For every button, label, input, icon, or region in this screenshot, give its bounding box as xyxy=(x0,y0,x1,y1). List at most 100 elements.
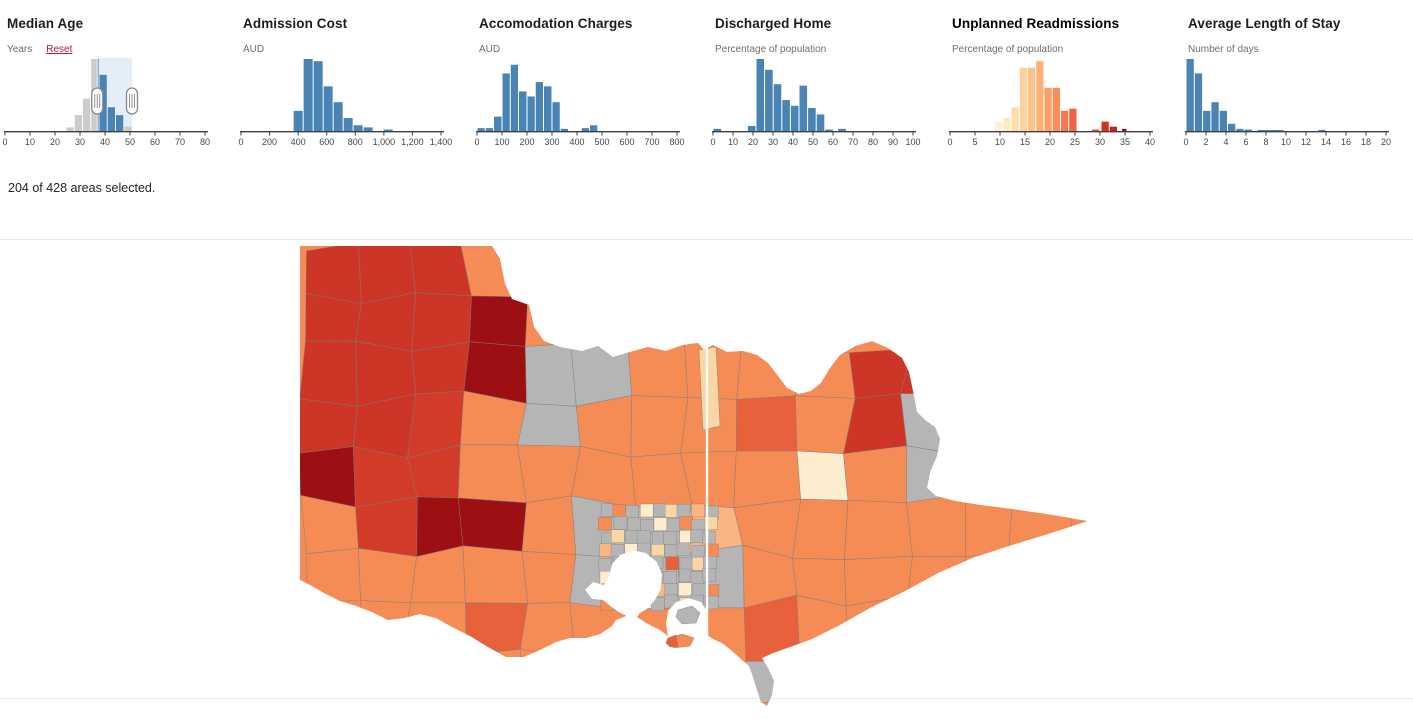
map-area[interactable] xyxy=(521,495,577,555)
map-metro-area[interactable] xyxy=(624,595,639,609)
map-metro-area[interactable] xyxy=(703,556,717,570)
map-metro-area[interactable] xyxy=(704,595,719,610)
histogram-bar[interactable] xyxy=(333,102,343,131)
map-metro-area[interactable] xyxy=(614,580,629,595)
map-metro-area[interactable] xyxy=(679,516,693,530)
map-metro-area[interactable] xyxy=(599,543,613,557)
map-area[interactable] xyxy=(525,343,577,407)
histogram-bar[interactable] xyxy=(1061,110,1069,131)
map-metro-area[interactable] xyxy=(691,545,705,559)
histogram-bar[interactable] xyxy=(1219,110,1227,131)
histogram-bar[interactable] xyxy=(1069,108,1077,131)
histogram-bar[interactable] xyxy=(1228,123,1236,131)
map-metro-area[interactable] xyxy=(600,503,615,517)
histogram-bar[interactable] xyxy=(1257,130,1284,131)
histogram-bar[interactable] xyxy=(1003,118,1011,131)
histogram-plot-average-length-of-stay[interactable]: 0 2 4 6 8 10 12 14 16 18 20 xyxy=(1181,56,1393,152)
histogram-bar[interactable] xyxy=(773,84,782,131)
map-metro-area[interactable] xyxy=(612,504,626,518)
map-metro-area[interactable] xyxy=(690,529,704,543)
map-area[interactable] xyxy=(358,240,416,304)
histogram-bar[interactable] xyxy=(83,98,91,131)
histogram-bar[interactable] xyxy=(494,116,502,131)
histogram-bar[interactable] xyxy=(1236,128,1244,131)
histogram-bar[interactable] xyxy=(1044,87,1052,131)
map-area[interactable] xyxy=(462,545,528,604)
map-metro-area[interactable] xyxy=(664,594,678,609)
map-metro-area[interactable] xyxy=(611,570,625,584)
map-area[interactable] xyxy=(517,444,581,504)
map-area[interactable] xyxy=(906,493,967,557)
histogram-bar[interactable] xyxy=(1101,121,1109,131)
histogram-bar[interactable] xyxy=(799,85,808,131)
map-metro-area[interactable] xyxy=(638,595,652,609)
map-area[interactable] xyxy=(736,395,798,452)
map-metro-area[interactable] xyxy=(649,555,664,570)
map-metro-area[interactable] xyxy=(624,569,638,583)
map-metro-area[interactable] xyxy=(653,583,667,597)
map-metro-area[interactable] xyxy=(624,530,639,544)
histogram-bar[interactable] xyxy=(552,102,560,131)
histogram-bar[interactable] xyxy=(995,121,1003,131)
histogram-bar[interactable] xyxy=(485,128,493,131)
brush-handle-right[interactable] xyxy=(125,87,139,115)
map-area[interactable] xyxy=(525,293,572,347)
map-metro-area[interactable] xyxy=(666,518,681,532)
map-metro-area[interactable] xyxy=(664,504,679,518)
map-metro-area[interactable] xyxy=(639,583,654,597)
map-metro-area[interactable] xyxy=(691,503,705,518)
histogram-bar[interactable] xyxy=(590,125,598,131)
map-metro-area[interactable] xyxy=(690,571,705,585)
histogram-bar[interactable] xyxy=(116,115,124,131)
map-area[interactable] xyxy=(733,661,801,706)
map-metro-area[interactable] xyxy=(636,530,651,544)
histogram-bar[interactable] xyxy=(124,126,132,131)
map-metro-area[interactable] xyxy=(678,568,693,583)
histogram-bar[interactable] xyxy=(510,64,518,131)
histogram-bar[interactable] xyxy=(1011,107,1019,131)
histogram-bar[interactable] xyxy=(747,125,756,131)
map-metro-area[interactable] xyxy=(637,542,651,557)
map-area[interactable] xyxy=(906,445,967,503)
histogram-bar[interactable] xyxy=(383,129,393,131)
map-metro-area[interactable] xyxy=(601,583,616,597)
histogram-bar[interactable] xyxy=(756,59,765,131)
histogram-plot-median-age[interactable]: 0 10 20 30 40 50 60 70 80 xyxy=(0,56,212,152)
map-metro-area[interactable] xyxy=(614,596,629,611)
map-metro-area[interactable] xyxy=(640,503,654,518)
map-area[interactable] xyxy=(515,240,580,298)
histogram-bar[interactable] xyxy=(816,114,825,131)
histogram-bar[interactable] xyxy=(1028,67,1036,131)
map-metro-area[interactable] xyxy=(613,556,627,570)
histogram-bar[interactable] xyxy=(782,100,790,131)
histogram-bar[interactable] xyxy=(502,73,510,131)
map-metro-area[interactable] xyxy=(651,543,665,558)
map-metro-area[interactable] xyxy=(627,517,641,531)
map-area[interactable] xyxy=(517,403,581,447)
histogram-bar[interactable] xyxy=(303,59,313,131)
map-metro-area[interactable] xyxy=(664,583,679,597)
map-area[interactable] xyxy=(570,343,633,407)
map-area[interactable] xyxy=(569,602,626,660)
histogram-plot-admission-cost[interactable]: 0 200 400 600 800 1,000 1,200 1,400 xyxy=(236,56,452,152)
map-metro-area[interactable] xyxy=(663,531,677,545)
histogram-bar[interactable] xyxy=(560,128,568,131)
map-metro-area[interactable] xyxy=(702,530,716,545)
map-metro-area[interactable] xyxy=(625,556,640,571)
histogram-bar[interactable] xyxy=(323,86,333,131)
map-metro-area[interactable] xyxy=(678,582,692,597)
map-area[interactable] xyxy=(792,498,849,560)
map-metro-area[interactable] xyxy=(702,568,717,582)
map-area[interactable] xyxy=(355,496,418,557)
map-area[interactable] xyxy=(360,600,412,657)
map-metro-area[interactable] xyxy=(610,544,625,558)
map-area[interactable] xyxy=(627,342,689,398)
map-metro-area[interactable] xyxy=(653,517,668,531)
histogram-bar[interactable] xyxy=(765,69,773,131)
map-area[interactable] xyxy=(300,340,358,407)
map-metro-area[interactable] xyxy=(600,597,614,611)
reset-filter-link[interactable]: Reset xyxy=(46,44,73,55)
map-area[interactable] xyxy=(358,547,418,604)
histogram-bar[interactable] xyxy=(1203,110,1211,131)
map-area-french-island[interactable] xyxy=(675,605,701,625)
